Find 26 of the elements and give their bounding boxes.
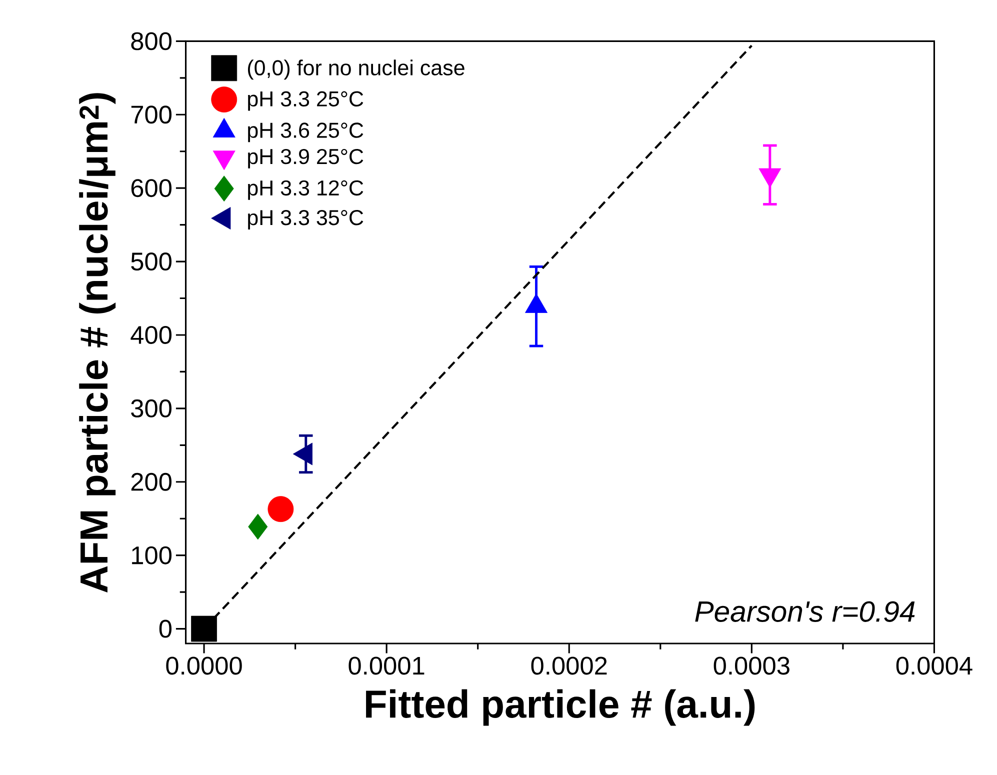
point	[268, 496, 294, 522]
y-tick-label: 400	[130, 326, 172, 344]
y-tick-label: 300	[131, 399, 172, 418]
y-tick-label: 100	[132, 546, 172, 564]
legend-label: pH 3.3 25°C	[248, 91, 364, 111]
y-tick-label: 0	[159, 620, 172, 638]
x-tick-label: 0.0001	[348, 656, 424, 675]
y-tick-label: 500	[131, 252, 172, 271]
y-tick-label: 800	[131, 32, 172, 50]
x-tick-label: 0.0002	[531, 656, 607, 675]
x-axis-title: Fitted particle # (a.u.)	[366, 689, 755, 726]
y-axis-title: AFM particle # (nuclei/μm$^{2}$)	[79, 93, 116, 593]
legend-label: pH 3.3 12°C	[248, 180, 364, 200]
legend-label: pH 3.9 25°C	[248, 148, 364, 168]
y-tick-label: 200	[131, 472, 172, 491]
x-tick-label: 0.0004	[896, 656, 972, 675]
legend-label: pH 3.3 35°C	[248, 210, 364, 230]
annotation: Pearson's r=0.94	[695, 601, 915, 622]
point	[248, 514, 268, 540]
x-tick-label: 0.0000	[166, 656, 242, 675]
legend-label: (0,0) for no nuclei case	[248, 60, 464, 80]
x-tick-label: 0.0003	[714, 656, 790, 675]
y-tick-label: 700	[131, 106, 172, 124]
legend-label: pH 3.6 25°C	[248, 122, 364, 142]
y-tick-label: 600	[131, 179, 172, 198]
point	[191, 616, 217, 642]
